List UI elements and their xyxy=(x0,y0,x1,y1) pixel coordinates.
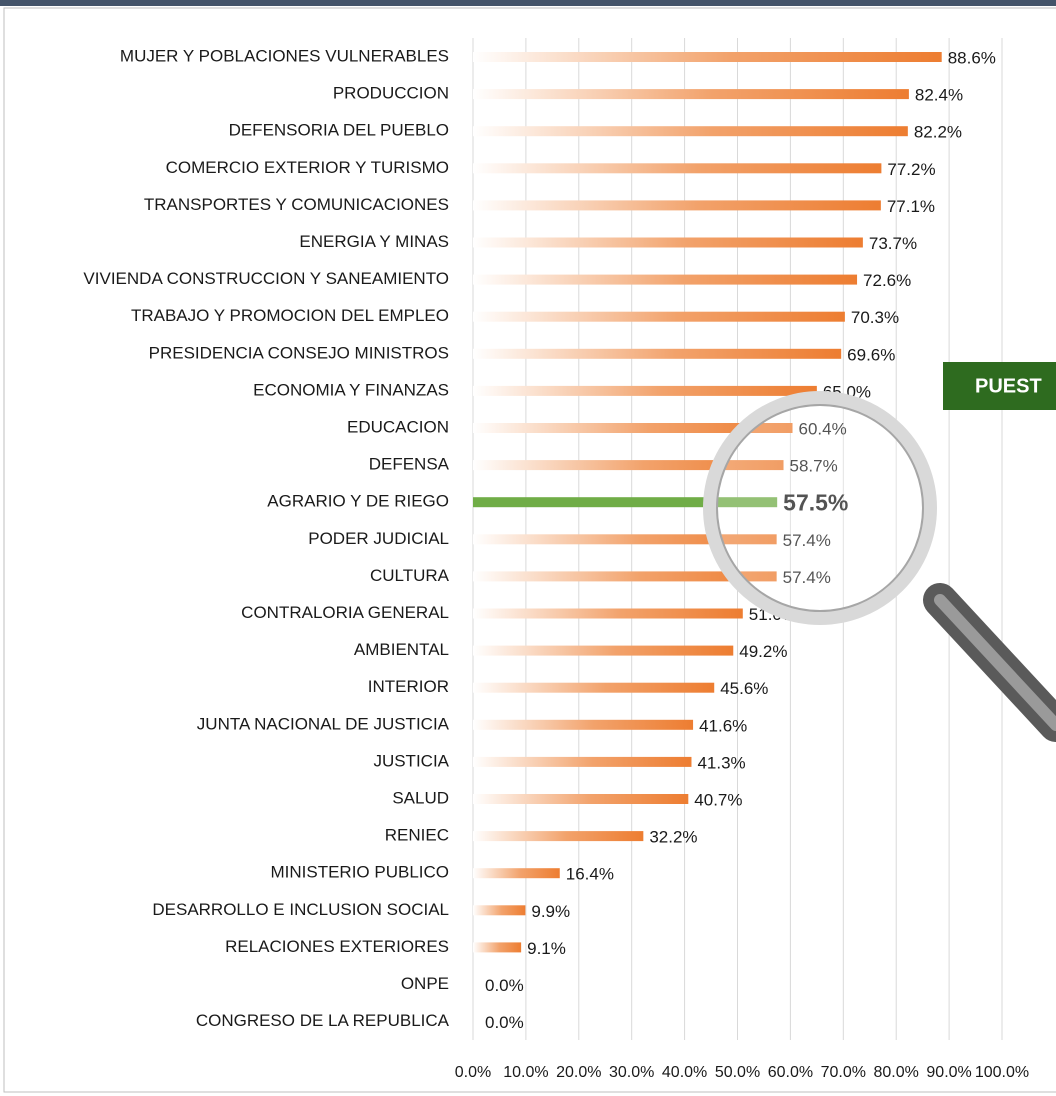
y-tick-label: AGRARIO Y DE RIEGO xyxy=(267,492,449,511)
x-tick-label: 0.0% xyxy=(455,1064,491,1081)
y-tick-label: CONGRESO DE LA REPUBLICA xyxy=(196,1011,450,1030)
value-label: 9.1% xyxy=(527,939,566,958)
bar xyxy=(473,720,693,730)
value-label: 73.7% xyxy=(869,234,917,253)
value-label: 16.4% xyxy=(566,865,614,884)
value-label: 70.3% xyxy=(851,308,899,327)
x-tick-label: 40.0% xyxy=(662,1064,707,1081)
bar xyxy=(473,905,525,915)
bar xyxy=(473,52,942,62)
y-tick-label: DEFENSORIA DEL PUEBLO xyxy=(229,121,449,140)
value-label: 0.0% xyxy=(485,1013,524,1032)
value-label: 77.1% xyxy=(887,197,935,216)
value-label: 9.9% xyxy=(531,902,570,921)
y-tick-label: PRODUCCION xyxy=(333,84,449,103)
y-tick-label: DEFENSA xyxy=(369,455,450,474)
bar xyxy=(473,238,863,248)
bar xyxy=(473,831,643,841)
y-tick-label: CONTRALORIA GENERAL xyxy=(241,603,449,622)
x-tick-label: 30.0% xyxy=(609,1064,654,1081)
bar xyxy=(473,386,817,396)
y-tick-label: RENIEC xyxy=(385,826,449,845)
x-tick-label: 10.0% xyxy=(503,1064,548,1081)
value-label: 0.0% xyxy=(485,976,524,995)
x-tick-label: 50.0% xyxy=(715,1064,760,1081)
value-label: 69.6% xyxy=(847,345,895,364)
y-tick-label: TRANSPORTES Y COMUNICACIONES xyxy=(144,195,449,214)
value-label: 82.2% xyxy=(914,123,962,142)
y-tick-label: COMERCIO EXTERIOR Y TURISMO xyxy=(166,158,449,177)
value-label: 32.2% xyxy=(649,828,697,847)
bar xyxy=(473,349,841,359)
value-label: 49.2% xyxy=(739,642,787,661)
y-tick-label: MINISTERIO PUBLICO xyxy=(270,863,449,882)
bar xyxy=(473,757,691,767)
y-tick-label: TRABAJO Y PROMOCION DEL EMPLEO xyxy=(131,306,449,325)
value-label: 88.6% xyxy=(948,48,996,67)
y-tick-label: ECONOMIA Y FINANZAS xyxy=(253,380,449,399)
y-tick-label: ENERGIA Y MINAS xyxy=(299,232,449,251)
bar xyxy=(473,794,688,804)
y-tick-label: SALUD xyxy=(392,788,449,807)
y-tick-label: ONPE xyxy=(401,974,449,993)
y-tick-label: EDUCACION xyxy=(347,417,449,436)
x-tick-label: 70.0% xyxy=(821,1064,866,1081)
x-tick-label: 60.0% xyxy=(768,1064,813,1081)
value-label: 82.4% xyxy=(915,86,963,105)
value-label: 41.3% xyxy=(697,753,745,772)
y-tick-label: VIVIENDA CONSTRUCCION Y SANEAMIENTO xyxy=(83,269,449,288)
y-tick-label: CULTURA xyxy=(370,566,450,585)
bar xyxy=(473,942,521,952)
value-label: 45.6% xyxy=(720,679,768,698)
bar xyxy=(473,200,881,210)
y-tick-label: RELACIONES EXTERIORES xyxy=(225,937,449,956)
x-tick-label: 20.0% xyxy=(556,1064,601,1081)
value-label: 40.7% xyxy=(694,790,742,809)
y-tick-label: JUSTICIA xyxy=(373,751,449,770)
y-tick-label: AMBIENTAL xyxy=(354,640,449,659)
bar xyxy=(473,683,714,693)
bar xyxy=(473,312,845,322)
value-label: 41.6% xyxy=(699,716,747,735)
top-strip xyxy=(0,0,1056,6)
bar xyxy=(473,275,857,285)
bar xyxy=(473,646,733,656)
y-tick-label: INTERIOR xyxy=(368,677,449,696)
y-tick-label: PRESIDENCIA CONSEJO MINISTROS xyxy=(149,343,449,362)
y-tick-label: JUNTA NACIONAL DE JUSTICIA xyxy=(197,714,450,733)
bar xyxy=(473,89,909,99)
value-label: 72.6% xyxy=(863,271,911,290)
x-tick-label: 80.0% xyxy=(874,1064,919,1081)
annotation: PUEST xyxy=(975,375,1042,397)
bar xyxy=(473,868,560,878)
value-label: 77.2% xyxy=(887,160,935,179)
x-tick-label: 90.0% xyxy=(926,1064,971,1081)
y-tick-label: DESARROLLO E INCLUSION SOCIAL xyxy=(152,900,449,919)
bar xyxy=(473,163,881,173)
chart: 0.0% 10.0% 20.0% 30.0% 40.0% 50.0% 60.0% 70.0% 8… xyxy=(0,0,1056,1096)
bar xyxy=(473,609,743,619)
y-tick-label: PODER JUDICIAL xyxy=(308,529,449,548)
y-tick-label: MUJER Y POBLACIONES VULNERABLES xyxy=(120,46,449,65)
bar xyxy=(473,126,908,136)
x-tick-label: 100.0% xyxy=(975,1064,1029,1081)
